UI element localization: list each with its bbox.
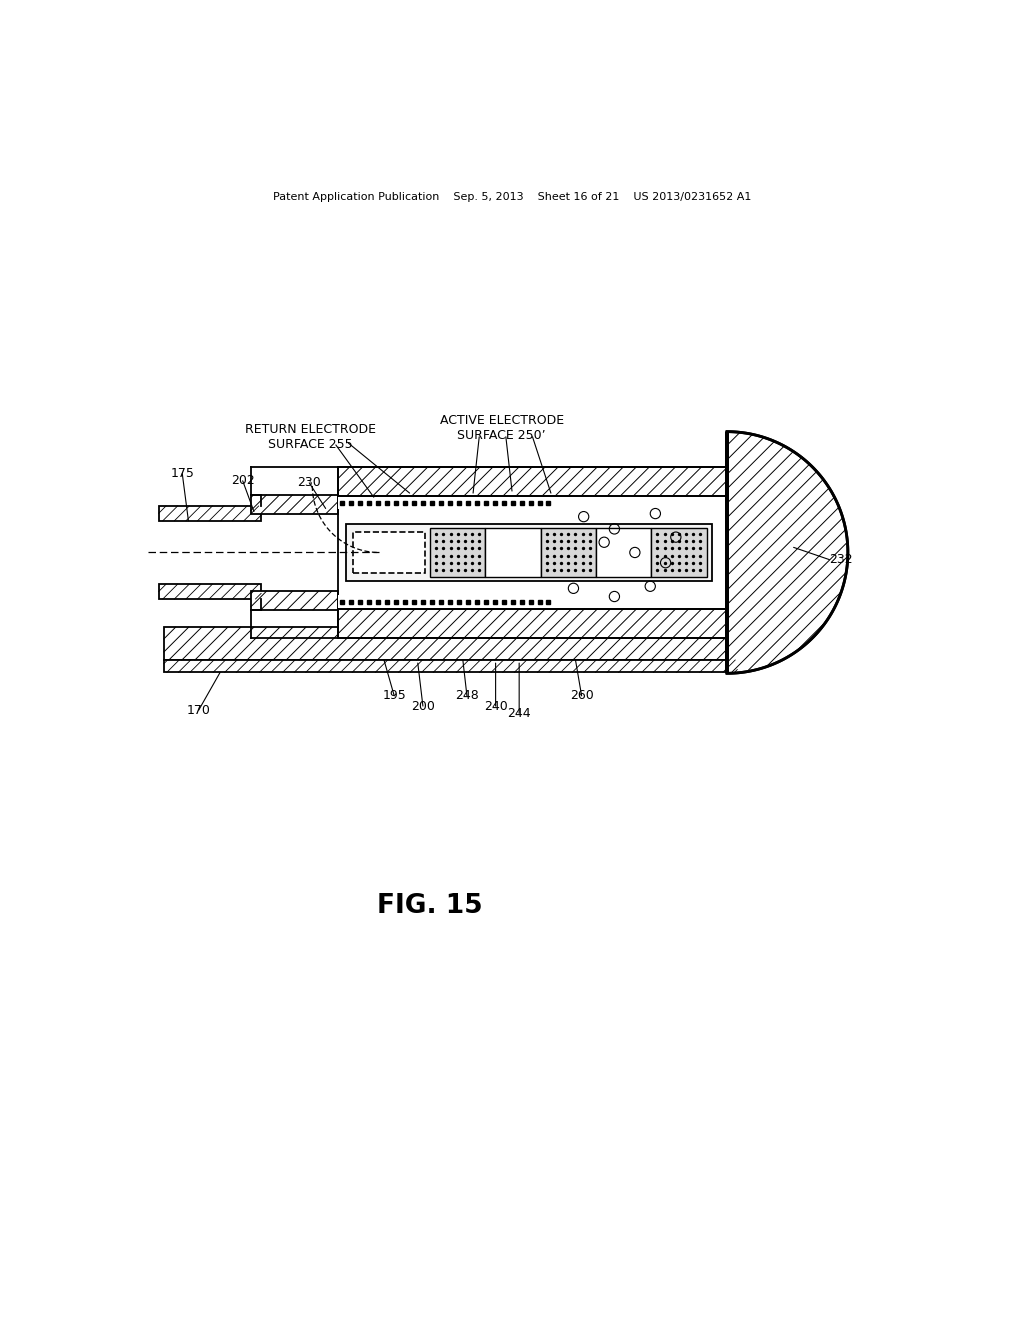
Text: 202: 202 bbox=[230, 474, 255, 487]
Bar bbox=[159, 506, 261, 520]
Text: 200: 200 bbox=[411, 700, 435, 713]
Bar bbox=[159, 585, 261, 599]
Bar bbox=[541, 528, 596, 577]
Bar bbox=[338, 609, 727, 639]
Text: 244: 244 bbox=[507, 706, 531, 719]
Bar bbox=[338, 467, 727, 496]
Bar bbox=[251, 591, 338, 610]
Bar bbox=[430, 528, 485, 577]
Bar bbox=[251, 495, 338, 513]
Bar bbox=[338, 496, 727, 609]
Polygon shape bbox=[727, 432, 848, 673]
Text: RETURN ELECTRODE
SURFACE 255: RETURN ELECTRODE SURFACE 255 bbox=[245, 422, 376, 450]
Bar bbox=[346, 524, 712, 581]
Text: 230: 230 bbox=[297, 477, 322, 490]
Text: ACTIVE ELECTRODE
SURFACE 250’: ACTIVE ELECTRODE SURFACE 250’ bbox=[439, 413, 564, 442]
Bar bbox=[338, 595, 553, 607]
Text: FIG. 15: FIG. 15 bbox=[377, 892, 483, 919]
Bar bbox=[596, 528, 651, 577]
Bar bbox=[338, 498, 553, 510]
Bar bbox=[651, 528, 707, 577]
Text: 175: 175 bbox=[170, 467, 195, 480]
Text: 248: 248 bbox=[455, 689, 479, 702]
Bar bbox=[164, 660, 737, 672]
Bar bbox=[485, 528, 541, 577]
Text: 232: 232 bbox=[829, 553, 853, 566]
Text: 170: 170 bbox=[186, 704, 211, 717]
Text: Patent Application Publication    Sep. 5, 2013    Sheet 16 of 21    US 2013/0231: Patent Application Publication Sep. 5, 2… bbox=[272, 193, 752, 202]
Bar bbox=[353, 532, 425, 573]
Text: 260: 260 bbox=[569, 689, 594, 702]
Text: 240: 240 bbox=[483, 700, 508, 713]
Text: 195: 195 bbox=[382, 689, 407, 702]
Bar bbox=[164, 627, 727, 660]
